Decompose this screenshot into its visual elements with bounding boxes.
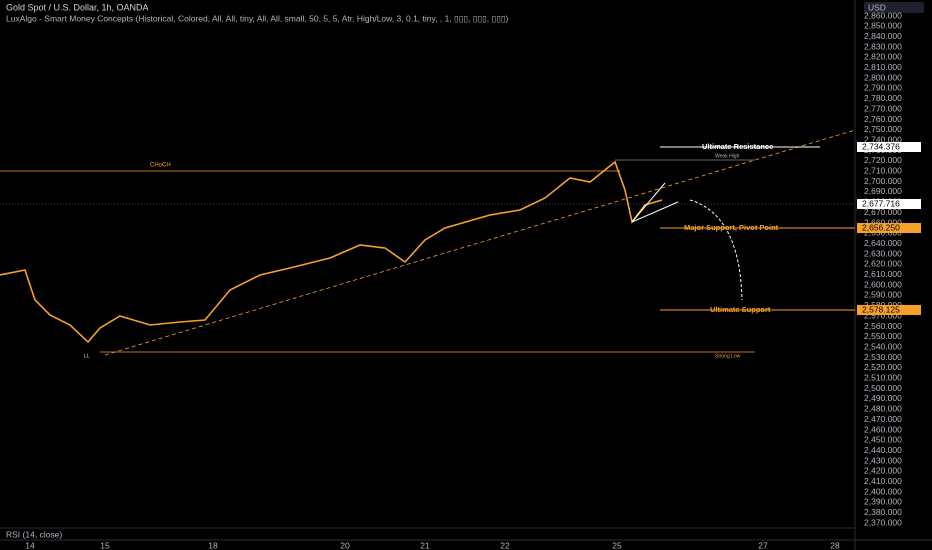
price-label: 2,410.000 [864,476,902,486]
price-label: 2,840.000 [864,31,902,41]
price-label: 2,370.000 [864,517,902,527]
time-label: 20 [340,540,350,550]
price-label: 2,390.000 [864,497,902,507]
price-label: 2,720.000 [864,155,902,165]
price-label: 2,440.000 [864,445,902,455]
tag-box [857,199,921,209]
price-label: 2,470.000 [864,414,902,424]
wedge [631,182,679,223]
price-label: 2,860.000 [864,10,902,20]
price-label: 2,460.000 [864,424,902,434]
price-label: 2,540.000 [864,341,902,351]
price-label: 2,640.000 [864,238,902,248]
time-label: 22 [500,540,510,550]
tag-current: 2,677.716 [862,198,900,208]
price-label: 2,600.000 [864,279,902,289]
price-label: 2,770.000 [864,103,902,113]
price-label: 2,380.000 [864,507,902,517]
currency[interactable]: USD [868,2,886,12]
price-label: 2,480.000 [864,404,902,414]
price-label: 2,420.000 [864,466,902,476]
price-label: 2,820.000 [864,52,902,62]
price-label: 2,610.000 [864,269,902,279]
price-label: 2,430.000 [864,455,902,465]
price-label: 2,690.000 [864,186,902,196]
pane-title: RSI (14, close) [6,529,62,539]
time-label: 18 [208,540,218,550]
price-label: 2,780.000 [864,93,902,103]
trend-line [104,129,856,356]
price-label: 2,530.000 [864,352,902,362]
price-label: 2,740.000 [864,134,902,144]
price-label: 2,660.000 [864,217,902,227]
price-label: 2,790.000 [864,83,902,93]
symbol: Gold Spot / U.S. Dollar, 1h, OANDA [6,2,149,12]
weak-high: Weak High [715,153,740,159]
currency-box[interactable] [864,2,924,13]
pivot-label: Major Support, Pivot Point [684,223,779,232]
time-label: 15 [100,540,110,550]
price-label: 2,750.000 [864,124,902,134]
price-label: 2,500.000 [864,383,902,393]
price-label: 2,590.000 [864,290,902,300]
price-label: 2,800.000 [864,72,902,82]
time-label: 25 [612,540,622,550]
price-label: 2,510.000 [864,373,902,383]
indicator: LuxAlgo - Smart Money Concepts (Historic… [6,13,509,23]
price-label: 2,760.000 [864,114,902,124]
projection [689,199,743,301]
time-label: 27 [758,540,768,550]
price-label: 2,490.000 [864,393,902,403]
price-label: 2,520.000 [864,362,902,372]
time-label: 14 [25,540,35,550]
price-label: 2,810.000 [864,62,902,72]
price-label: 2,550.000 [864,331,902,341]
time-label: 28 [830,540,840,550]
tag-support: 2,578.125 [862,304,900,314]
tag-pivot: 2,656.250 [862,222,900,232]
ll: LL [84,353,90,359]
strong-low: Strong Low [715,353,741,359]
price-label: 2,400.000 [864,486,902,496]
price-label: 2,570.000 [864,310,902,320]
price-label: 2,700.000 [864,176,902,186]
price-label: 2,620.000 [864,259,902,269]
time-label: 21 [420,540,430,550]
tag-box [857,142,921,152]
tag-box [857,223,921,233]
price-label: 2,630.000 [864,248,902,258]
choch-label: CHoCH [150,163,171,169]
price-series [0,160,663,344]
price-label: 2,710.000 [864,166,902,176]
support-label: Ultimate Support [710,305,771,314]
price-label: 2,830.000 [864,41,902,51]
price-label: 2,850.000 [864,21,902,31]
price-label: 2,450.000 [864,435,902,445]
tag-box [857,305,921,315]
resistance-label: Ultimate Resistance [702,142,773,151]
tag-resistance: 2,734.376 [862,141,900,151]
price-label: 2,670.000 [864,207,902,217]
price-label: 2,560.000 [864,321,902,331]
